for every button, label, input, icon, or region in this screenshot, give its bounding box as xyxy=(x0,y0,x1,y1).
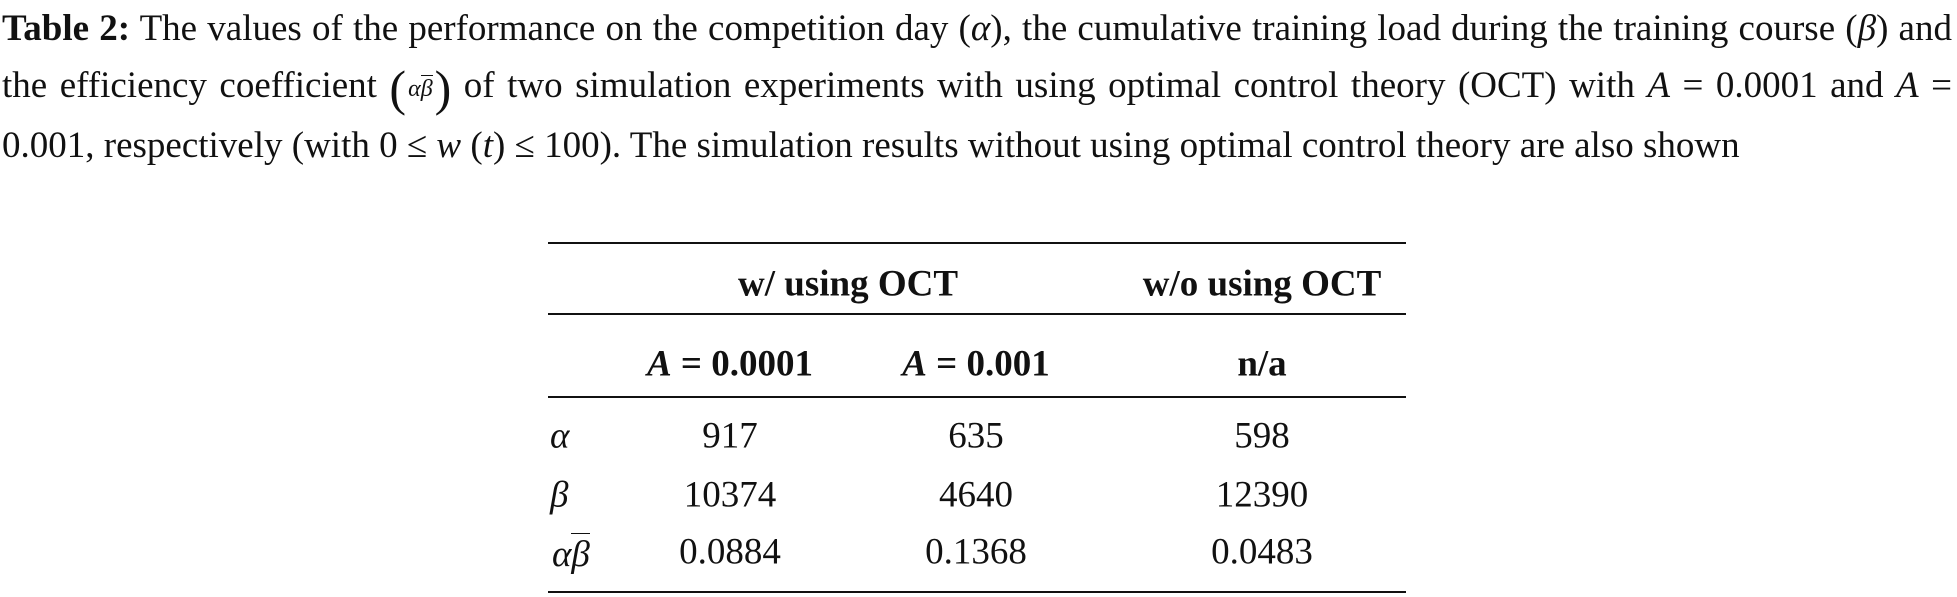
symbol: A xyxy=(902,343,927,385)
caption-text: = 0.0001 and xyxy=(1669,65,1897,106)
cell: 0.0884 xyxy=(679,531,781,573)
cell: 635 xyxy=(948,415,1004,457)
row-label: α xyxy=(550,415,570,457)
caption-text: = 0.001, respectively (with 0 ≤ xyxy=(2,65,1952,167)
numerator: α xyxy=(552,534,572,575)
cell: 0.0483 xyxy=(1211,531,1313,573)
group-header: w/o using OCT xyxy=(1142,263,1382,305)
cell: 598 xyxy=(1234,415,1290,457)
caption-text: of two simulation experiments with using… xyxy=(451,65,1648,106)
denominator: β xyxy=(571,533,590,575)
text: = 0.001 xyxy=(936,343,1050,385)
fraction: αβ xyxy=(408,74,433,102)
caption-text: ) ≤ 100). The simulation results without… xyxy=(492,125,1740,167)
sub-header: A = 0.001 xyxy=(902,343,1050,386)
caption-text: ( xyxy=(461,125,483,167)
mid-rule xyxy=(548,313,1406,315)
caption-text: ), the cumulative training load during t… xyxy=(990,8,1858,49)
cell: 917 xyxy=(702,415,758,457)
symbol: A xyxy=(646,343,672,385)
symbol: A xyxy=(1647,65,1670,106)
caption-text: ) and the efficiency coefficient xyxy=(2,8,1952,106)
symbol: w xyxy=(436,125,462,167)
row-label: β xyxy=(550,474,569,516)
symbol: β xyxy=(1857,8,1877,49)
sub-header: n/a xyxy=(1237,343,1287,385)
sub-header: A = 0.0001 xyxy=(647,343,813,386)
caption-text: The values of the performance on the com… xyxy=(139,8,971,49)
symbol: t xyxy=(482,125,493,167)
denominator: β xyxy=(420,74,433,102)
symbol: α xyxy=(970,8,991,49)
cell: 12390 xyxy=(1215,474,1309,516)
group-header: w/ using OCT xyxy=(737,263,959,305)
row-label: αβ xyxy=(552,533,590,575)
cell: 10374 xyxy=(683,474,777,516)
header-rule xyxy=(548,396,1406,398)
text: = 0.0001 xyxy=(680,343,814,385)
caption: Table 2: The values of the performance o… xyxy=(2,8,1952,167)
cell: 4640 xyxy=(939,474,1013,516)
bottom-rule xyxy=(548,591,1406,593)
cell: 0.1368 xyxy=(925,531,1027,573)
top-rule xyxy=(548,242,1406,244)
caption-label: Table 2: xyxy=(2,8,131,49)
symbol: A xyxy=(1896,65,1919,106)
numerator: α xyxy=(408,75,421,102)
